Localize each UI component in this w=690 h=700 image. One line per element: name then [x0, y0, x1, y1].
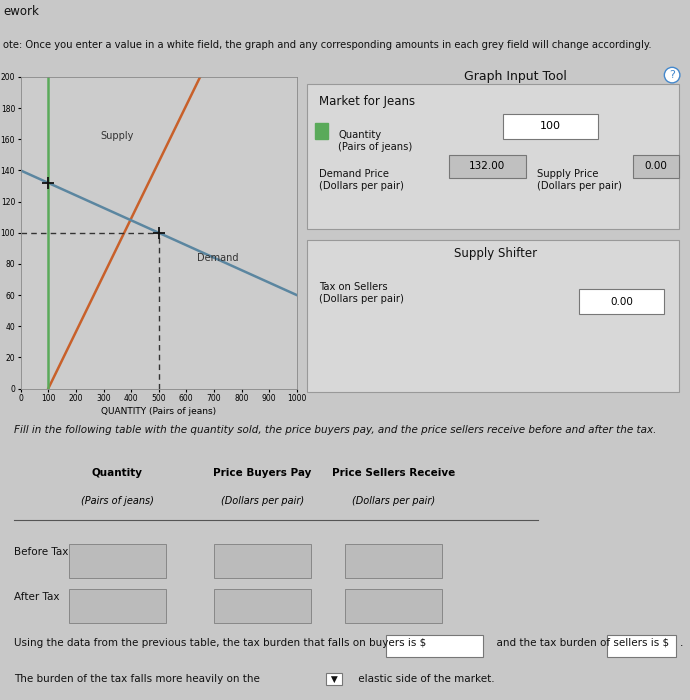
FancyBboxPatch shape: [580, 289, 664, 314]
X-axis label: QUANTITY (Pairs of jeans): QUANTITY (Pairs of jeans): [101, 407, 216, 416]
Text: Before Tax: Before Tax: [14, 547, 68, 557]
FancyBboxPatch shape: [214, 544, 310, 578]
Text: Price Sellers Receive: Price Sellers Receive: [332, 468, 455, 477]
Text: ote: Once you enter a value in a white field, the graph and any corresponding am: ote: Once you enter a value in a white f…: [3, 40, 652, 50]
Text: ▼: ▼: [328, 675, 340, 683]
Text: Demand: Demand: [197, 253, 239, 262]
FancyBboxPatch shape: [633, 155, 679, 178]
FancyBboxPatch shape: [214, 589, 310, 624]
Text: 0.00: 0.00: [610, 297, 633, 307]
Text: (Dollars per pair): (Dollars per pair): [352, 496, 435, 506]
Text: After Tax: After Tax: [14, 592, 59, 602]
Text: Quantity
(Pairs of jeans): Quantity (Pairs of jeans): [338, 130, 413, 152]
FancyBboxPatch shape: [69, 544, 166, 578]
Text: (Dollars per pair): (Dollars per pair): [221, 496, 304, 506]
FancyBboxPatch shape: [345, 544, 442, 578]
Text: .: .: [680, 638, 683, 648]
FancyBboxPatch shape: [386, 635, 483, 657]
Text: 0.00: 0.00: [644, 161, 667, 172]
FancyBboxPatch shape: [607, 635, 676, 657]
Text: Tax on Sellers
(Dollars per pair): Tax on Sellers (Dollars per pair): [319, 282, 404, 304]
Text: The burden of the tax falls more heavily on the: The burden of the tax falls more heavily…: [14, 675, 263, 685]
Text: Supply Price
(Dollars per pair): Supply Price (Dollars per pair): [538, 169, 622, 190]
Text: Demand Price
(Dollars per pair): Demand Price (Dollars per pair): [319, 169, 404, 190]
Text: Supply Shifter: Supply Shifter: [453, 247, 537, 260]
Text: Market for Jeans: Market for Jeans: [319, 94, 415, 108]
Text: elastic side of the market.: elastic side of the market.: [355, 675, 495, 685]
Text: Quantity: Quantity: [92, 468, 143, 477]
FancyBboxPatch shape: [308, 84, 679, 229]
Text: Graph Input Tool: Graph Input Tool: [464, 70, 567, 83]
Text: Supply: Supply: [101, 132, 134, 141]
Text: 132.00: 132.00: [469, 161, 506, 172]
Text: ?: ?: [669, 70, 675, 80]
Text: 100: 100: [540, 121, 561, 131]
Text: Price Buyers Pay: Price Buyers Pay: [213, 468, 311, 477]
Text: Fill in the following table with the quantity sold, the price buyers pay, and th: Fill in the following table with the qua…: [14, 425, 656, 435]
FancyBboxPatch shape: [308, 240, 679, 392]
FancyBboxPatch shape: [345, 589, 442, 624]
FancyBboxPatch shape: [503, 114, 598, 139]
Text: (Pairs of jeans): (Pairs of jeans): [81, 496, 154, 506]
FancyBboxPatch shape: [449, 155, 526, 178]
FancyBboxPatch shape: [69, 589, 166, 624]
Text: Using the data from the previous table, the tax burden that falls on buyers is $: Using the data from the previous table, …: [14, 638, 426, 648]
Text: and the tax burden of sellers is $: and the tax burden of sellers is $: [490, 638, 669, 648]
Text: ework: ework: [3, 5, 39, 18]
Bar: [315, 123, 328, 139]
